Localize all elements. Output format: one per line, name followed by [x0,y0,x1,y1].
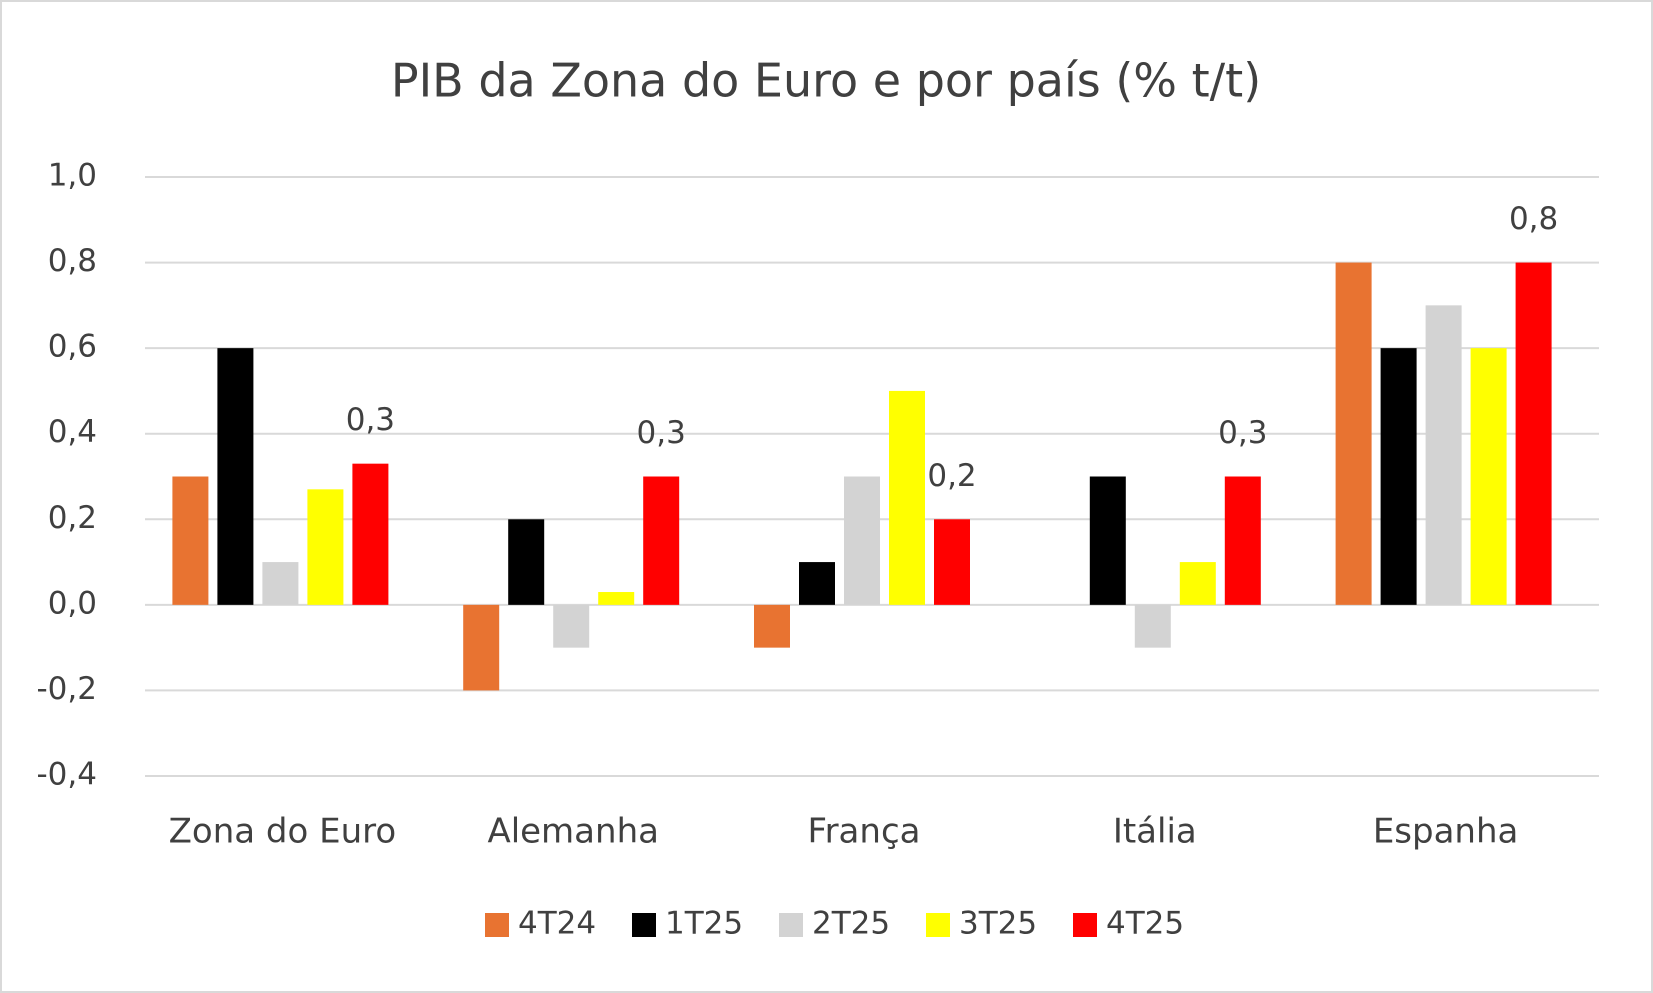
bar [1335,262,1372,605]
legend-label: 2T25 [812,906,890,942]
y-tick-label: -0,2 [37,671,98,707]
x-tick-label: França [808,812,921,852]
bar [844,476,880,605]
y-tick-label: -0,4 [37,757,98,793]
bar [463,604,500,691]
bar [1380,348,1417,605]
bar [262,562,299,605]
bar [217,348,254,605]
bar [598,592,635,605]
bar [352,463,389,605]
bar [172,476,209,605]
chart-title: PIB da Zona do Euro e por país (% t/t) [391,54,1261,108]
bar [1224,476,1261,605]
bar [1515,262,1552,605]
bar [1089,476,1126,605]
bar [553,604,590,648]
y-tick-label: 0,0 [48,585,97,621]
bar [1470,348,1507,605]
legend-swatch [926,913,950,937]
bar [799,562,835,605]
y-tick-label: 0,8 [48,243,97,279]
x-tick-label: Alemanha [487,812,659,852]
x-tick-label: Zona do Euro [169,812,397,852]
legend-swatch [632,913,656,937]
data-label: 0,3 [637,415,686,451]
bar [754,604,790,648]
bar [643,476,680,605]
legend-label: 1T25 [665,906,743,942]
y-tick-label: 1,0 [48,158,97,194]
data-label: 0,3 [1218,415,1267,451]
data-label: 0,3 [346,402,395,438]
y-tick-label: 0,4 [48,414,97,450]
bar [508,519,545,605]
legend-label: 4T24 [518,906,596,942]
bar [307,489,344,605]
legend-swatch [1073,913,1097,937]
bar [1425,305,1462,605]
bar [1134,604,1171,648]
legend-label: 3T25 [959,906,1037,942]
y-tick-label: 0,6 [48,329,97,365]
legend-label: 4T25 [1106,906,1184,942]
bar [1179,562,1216,605]
legend-swatch [485,913,509,937]
x-tick-label: Itália [1113,812,1197,852]
data-label: 0,8 [1509,201,1558,237]
legend-swatch [779,913,803,937]
bar [889,390,925,605]
y-tick-label: 0,2 [48,500,97,536]
data-label: 0,2 [927,458,976,494]
bar [934,519,970,605]
x-tick-label: Espanha [1373,812,1519,852]
